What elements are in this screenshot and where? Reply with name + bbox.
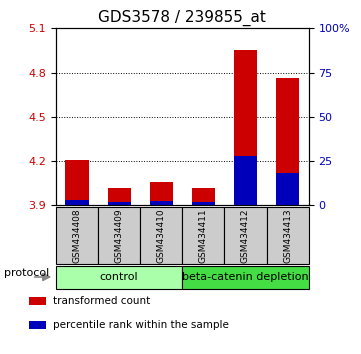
Text: GSM434410: GSM434410 bbox=[157, 208, 166, 263]
Bar bbox=[276, 173, 299, 205]
Bar bbox=[108, 202, 131, 205]
Bar bbox=[150, 182, 173, 205]
Bar bbox=[234, 50, 257, 205]
Bar bbox=[182, 266, 309, 289]
Bar bbox=[29, 297, 46, 305]
Bar bbox=[150, 201, 173, 205]
Bar bbox=[192, 202, 215, 205]
Text: percentile rank within the sample: percentile rank within the sample bbox=[53, 320, 229, 330]
Bar bbox=[225, 207, 266, 264]
Bar bbox=[266, 207, 309, 264]
Bar bbox=[56, 266, 182, 289]
Text: GSM434412: GSM434412 bbox=[241, 208, 250, 263]
Text: GSM434411: GSM434411 bbox=[199, 208, 208, 263]
Bar bbox=[108, 188, 131, 205]
Bar bbox=[56, 207, 98, 264]
Bar bbox=[98, 207, 140, 264]
Bar bbox=[182, 207, 225, 264]
Bar bbox=[192, 188, 215, 205]
Text: transformed count: transformed count bbox=[53, 296, 150, 306]
Bar bbox=[29, 321, 46, 329]
Title: GDS3578 / 239855_at: GDS3578 / 239855_at bbox=[98, 9, 266, 25]
Text: GSM434408: GSM434408 bbox=[73, 208, 82, 263]
Bar bbox=[234, 156, 257, 205]
Bar bbox=[276, 79, 299, 205]
Text: protocol: protocol bbox=[4, 268, 49, 279]
Bar bbox=[140, 207, 182, 264]
Text: GSM434409: GSM434409 bbox=[115, 208, 123, 263]
Text: GSM434413: GSM434413 bbox=[283, 208, 292, 263]
Text: control: control bbox=[100, 272, 138, 282]
Bar bbox=[65, 160, 88, 205]
Bar bbox=[65, 200, 88, 205]
Text: beta-catenin depletion: beta-catenin depletion bbox=[182, 272, 309, 282]
